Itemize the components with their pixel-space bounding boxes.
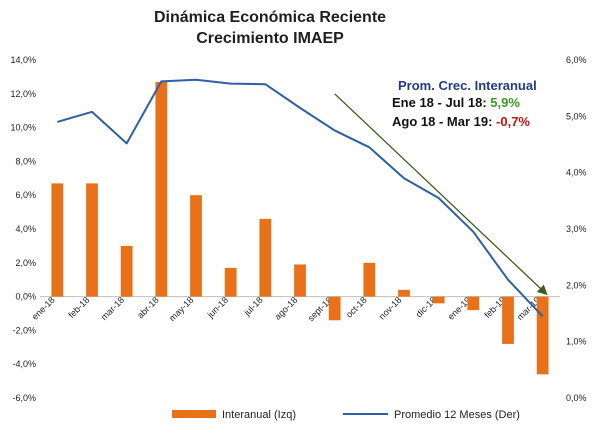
y-left-tick-label: 4,0% (15, 224, 36, 234)
y-left-tick-label: 0,0% (15, 292, 36, 302)
chart-subtitle: Crecimiento IMAEP (196, 30, 344, 47)
annotation-line-1-label: Ene 18 - Jul 18: (392, 95, 490, 110)
bar-interanual (120, 245, 133, 297)
legend-line-label: Promedio 12 Meses (Der) (394, 409, 520, 421)
x-category-label: feb-18 (66, 295, 91, 320)
y-left-tick-label: 2,0% (15, 258, 36, 268)
bar-interanual (467, 296, 480, 311)
legend-bar-label: Interanual (Izq) (222, 409, 296, 421)
y-right-tick-label: 2,0% (566, 280, 587, 290)
annotation-line-1: Ene 18 - Jul 18: 5,9% (392, 95, 520, 110)
x-category-label: mar-18 (99, 295, 126, 322)
bar-interanual (294, 264, 306, 297)
annotation-box: Prom. Crec. Interanual Ene 18 - Jul 18: … (392, 78, 537, 129)
y-left-tick-label: 10,0% (10, 123, 36, 133)
line-series-group (57, 78, 544, 318)
y-right-tick-label: 3,0% (566, 224, 587, 234)
y-right-tick-label: 6,0% (566, 55, 587, 65)
y-left-tick-label: -4,0% (12, 359, 36, 369)
bars-group (51, 81, 549, 375)
x-category-label: oct-18 (344, 295, 369, 320)
y-right-tick-label: 5,0% (566, 111, 587, 121)
annotation-line-1-value: 5,9% (490, 95, 520, 110)
y-right-tick-label: 1,0% (566, 337, 587, 347)
legend: Interanual (Izq) Promedio 12 Meses (Der) (172, 409, 520, 421)
x-category-label: jul-18 (241, 295, 264, 318)
bar-interanual (328, 296, 341, 321)
y-left-tick-label: 12,0% (10, 89, 36, 99)
bar-interanual (363, 262, 376, 297)
bar-interanual (259, 218, 272, 297)
trend-arrow (334, 93, 548, 296)
bar-interanual (398, 289, 410, 297)
annotation-line-2-label: Ago 18 - Mar 19: (392, 114, 496, 129)
x-category-label: abr-18 (135, 295, 160, 320)
y-left-tick-label: 6,0% (15, 190, 36, 200)
x-category-label: nov-18 (377, 295, 404, 322)
x-category-label: ago-18 (273, 295, 300, 322)
bar-interanual (51, 183, 64, 297)
bar-interanual (190, 195, 202, 297)
bar-interanual (155, 81, 168, 297)
x-category-label: may-18 (167, 295, 195, 323)
annotation-heading: Prom. Crec. Interanual (398, 78, 537, 93)
bar-interanual (224, 267, 237, 297)
trend-arrow-group (334, 93, 548, 296)
bar-interanual (432, 296, 445, 304)
y-right-tick-label: 4,0% (566, 168, 587, 178)
bar-interanual (502, 296, 514, 344)
y-right-tick-label: 0,0% (566, 393, 587, 403)
chart-title: Dinámica Económica Reciente (154, 9, 386, 26)
annotation-line-2-value: -0,7% (496, 114, 530, 129)
x-category-label: jun-18 (205, 295, 230, 320)
bar-interanual (86, 183, 98, 297)
bar-interanual (536, 296, 549, 375)
annotation-line-2: Ago 18 - Mar 19: -0,7% (392, 114, 530, 129)
y-left-tick-label: 14,0% (10, 55, 36, 65)
y-left-tick-label: -2,0% (12, 325, 36, 335)
line-promedio-12-meses (57, 78, 544, 318)
legend-bar-swatch (172, 410, 216, 418)
y-left-tick-label: 8,0% (15, 156, 36, 166)
y-left-tick-label: -6,0% (12, 393, 36, 403)
